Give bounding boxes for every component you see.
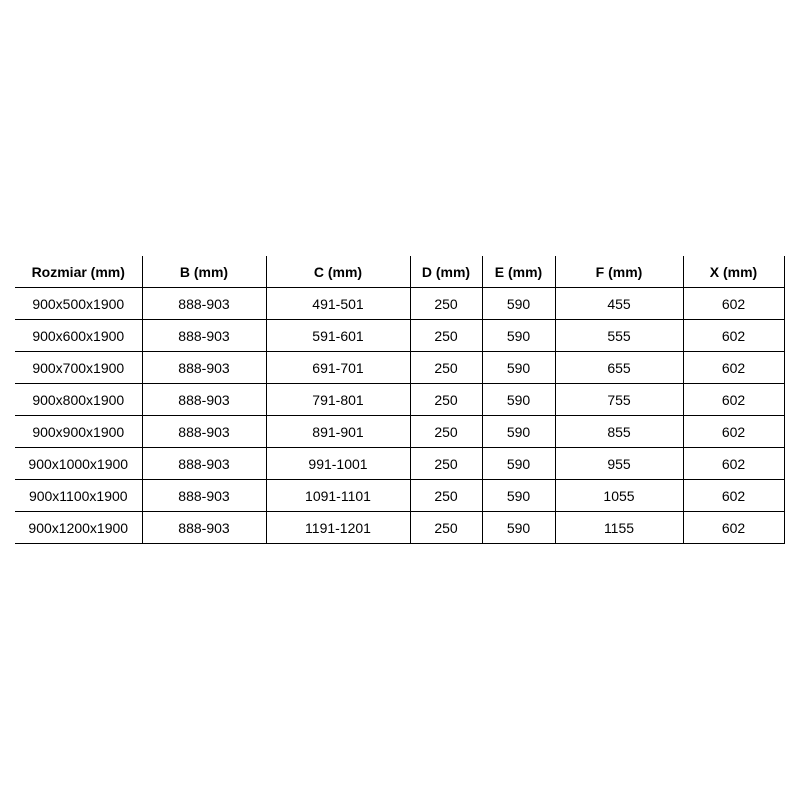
table-cell: 250 [410,511,483,544]
column-header: Rozmiar (mm) [15,256,143,288]
table-cell: 1055 [555,479,684,512]
table-cell: 888-903 [142,287,267,320]
table-cell: 590 [482,511,556,544]
table-cell: 900x900x1900 [15,415,143,448]
table-cell: 900x500x1900 [15,287,143,320]
table-cell: 250 [410,319,483,352]
table-cell: 491-501 [266,287,411,320]
table-cell: 1091-1101 [266,479,411,512]
table-cell: 888-903 [142,415,267,448]
table-cell: 250 [410,415,483,448]
table-cell: 602 [683,479,785,512]
dimensions-table: Rozmiar (mm) B (mm) C (mm) D (mm) E (mm) F (m… [15,256,785,544]
table-cell: 455 [555,287,684,320]
table-cell: 900x800x1900 [15,383,143,416]
column-header: D (mm) [410,256,483,288]
column-header: B (mm) [142,256,267,288]
table-cell: 888-903 [142,479,267,512]
table-cell: 888-903 [142,383,267,416]
table-cell: 991-1001 [266,447,411,480]
table-cell: 888-903 [142,319,267,352]
table-cell: 590 [482,319,556,352]
table-cell: 590 [482,351,556,384]
table-cell: 602 [683,511,785,544]
table-cell: 250 [410,383,483,416]
table-cell: 691-701 [266,351,411,384]
column-header: F (mm) [555,256,684,288]
table-cell: 900x1200x1900 [15,511,143,544]
table-cell: 590 [482,447,556,480]
table-cell: 900x1100x1900 [15,479,143,512]
table-cell: 655 [555,351,684,384]
table-cell: 955 [555,447,684,480]
table-cell: 602 [683,415,785,448]
table-cell: 250 [410,351,483,384]
table-cell: 250 [410,479,483,512]
table-row: 900x800x1900 888-903 791-801 250 590 755 602 [15,383,785,416]
table-cell: 1191-1201 [266,511,411,544]
table-row: 900x1200x1900 888-903 1191-1201 250 590 1155 6… [15,511,785,544]
table-cell: 602 [683,351,785,384]
table-cell: 602 [683,447,785,480]
table-cell: 602 [683,319,785,352]
table-cell: 900x600x1900 [15,319,143,352]
table-cell: 888-903 [142,351,267,384]
column-header: E (mm) [482,256,556,288]
column-header: X (mm) [683,256,785,288]
column-header: C (mm) [266,256,411,288]
table-cell: 791-801 [266,383,411,416]
table-cell: 755 [555,383,684,416]
table-cell: 590 [482,479,556,512]
table-cell: 590 [482,287,556,320]
table-cell: 900x1000x1900 [15,447,143,480]
table-cell: 888-903 [142,511,267,544]
table-row: 900x900x1900 888-903 891-901 250 590 855 602 [15,415,785,448]
table-cell: 591-601 [266,319,411,352]
table-cell: 891-901 [266,415,411,448]
table-cell: 1155 [555,511,684,544]
table-cell: 602 [683,383,785,416]
table-row: 900x600x1900 888-903 591-601 250 590 555 602 [15,319,785,352]
table-cell: 555 [555,319,684,352]
table-cell: 590 [482,415,556,448]
table-row: 900x1000x1900 888-903 991-1001 250 590 955 602 [15,447,785,480]
table-cell: 590 [482,383,556,416]
table-cell: 855 [555,415,684,448]
table-row: 900x500x1900 888-903 491-501 250 590 455 602 [15,287,785,320]
table-cell: 250 [410,447,483,480]
table-cell: 250 [410,287,483,320]
table-cell: 888-903 [142,447,267,480]
table-cell: 900x700x1900 [15,351,143,384]
table-row: 900x1100x1900 888-903 1091-1101 250 590 1055 6… [15,479,785,512]
table-row: 900x700x1900 888-903 691-701 250 590 655 602 [15,351,785,384]
header-row: Rozmiar (mm) B (mm) C (mm) D (mm) E (mm) F (m… [15,256,785,288]
table-cell: 602 [683,287,785,320]
